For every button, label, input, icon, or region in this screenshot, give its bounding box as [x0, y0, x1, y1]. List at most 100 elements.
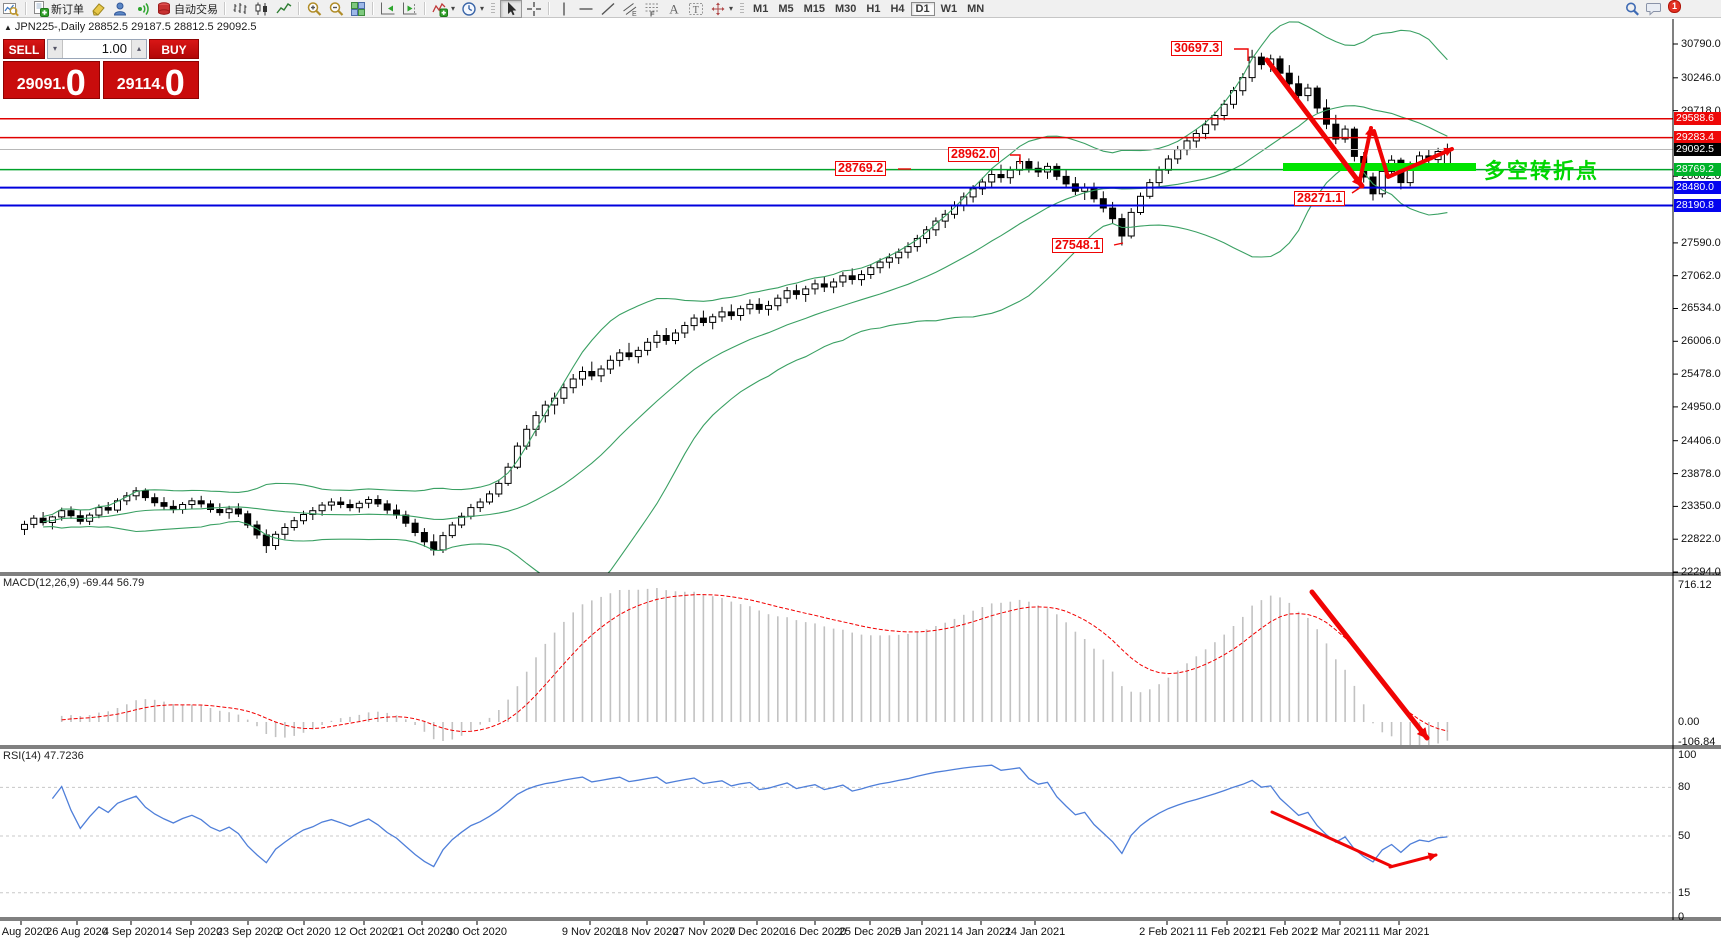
toolbar-bar-chart-button[interactable]	[230, 1, 250, 17]
toolbar-equidistant-channel-button[interactable]: E	[620, 1, 640, 17]
price-callout[interactable]: 30697.3	[1171, 41, 1223, 56]
price-callout[interactable]: 27548.1	[1052, 238, 1104, 253]
toolbar-text-button[interactable]: A	[664, 1, 684, 17]
toolbar-auto-scroll-button[interactable]	[378, 1, 398, 17]
toolbar-new-order-label: 新订单	[51, 3, 84, 16]
date-label: 27 Nov 2020	[672, 926, 736, 938]
date-label: 30 Oct 2020	[447, 926, 507, 938]
toolbar-eraser-button[interactable]	[88, 1, 108, 17]
date-label: 14 Jan 2021	[950, 926, 1012, 938]
toolbar-chat-button[interactable]	[1644, 1, 1664, 17]
dropdown-caret-icon[interactable]: ▾	[729, 4, 734, 13]
toolbar-search-button[interactable]	[1622, 1, 1642, 17]
macd-axis-label: 0.00	[1678, 716, 1700, 728]
toolbar-separator	[298, 2, 300, 15]
date-label: 18 Nov 2020	[615, 926, 679, 938]
buy-price-panel[interactable]: 29114. 0	[102, 61, 199, 104]
toolbar-horizontal-line-button[interactable]	[576, 1, 596, 17]
toolbar-separator	[424, 2, 426, 15]
price-axis-badge: 29588.6	[1674, 112, 1721, 125]
dropdown-caret-icon[interactable]: ▾	[480, 4, 485, 13]
zoom-out-icon	[328, 1, 344, 17]
toolbar-text-label-button[interactable]: T	[686, 1, 706, 17]
toolbar-indicators-button[interactable]: ▾	[430, 1, 457, 17]
toolbar-line-chart-button[interactable]	[274, 1, 294, 17]
collapse-quote-icon[interactable]: ▲	[4, 22, 12, 32]
price-axis-badge: 28480.0	[1674, 181, 1721, 194]
timeframe-M5-button[interactable]: M5	[778, 2, 794, 15]
toolbar-chart-shift-button[interactable]	[400, 1, 420, 17]
date-label: 24 Jan 2021	[1004, 926, 1066, 938]
one-click-trading-panel: SELL ▾ 1.00 ▴ BUY 29091. 0 29114. 0	[3, 39, 199, 104]
toolbar-drag-handle[interactable]	[491, 2, 496, 15]
drawn-red-arrows[interactable]	[1264, 57, 1454, 869]
toolbar-zoom-out-button[interactable]	[326, 1, 346, 17]
toolbar-crosshair-button[interactable]	[524, 1, 544, 17]
dropdown-caret-icon[interactable]: ▾	[451, 4, 456, 13]
toolbar-arrows-button[interactable]: ▾	[708, 1, 735, 17]
bar-chart-icon	[232, 1, 248, 17]
toolbar-new-order-button[interactable]: 新订单	[31, 0, 86, 17]
timeframe-MN-button[interactable]: MN	[967, 2, 985, 15]
timeframe-M30-button[interactable]: M30	[835, 2, 857, 15]
sell-price-panel[interactable]: 29091. 0	[3, 61, 100, 101]
toolbar-vertical-line-button[interactable]	[554, 1, 574, 17]
crosshair-icon	[526, 1, 542, 17]
price-axis-tick-label: 24950.0	[1681, 401, 1721, 413]
date-label: 14 Sep 2020	[159, 926, 223, 938]
toolbar-profiles-button[interactable]	[110, 1, 130, 17]
green-support-bar[interactable]	[1283, 163, 1476, 171]
buy-price-big-digit: 0	[164, 62, 185, 104]
price-axis-badge: 28769.2	[1674, 163, 1721, 176]
rsi-axis-label: 100	[1678, 749, 1697, 761]
toolbar-cursor-button[interactable]	[500, 0, 523, 18]
timeframe-D1-button[interactable]: D1	[910, 1, 935, 16]
price-callout[interactable]: 28962.0	[948, 147, 1000, 162]
date-label: 2 Mar 2021	[1312, 926, 1368, 938]
volume-decrease-button[interactable]: ▾	[48, 40, 63, 58]
chart-shift-icon	[402, 1, 418, 17]
rsi-axis-label: 0	[1678, 911, 1685, 923]
timeframe-H4-button[interactable]: H4	[890, 2, 905, 15]
chinese-annotation[interactable]: 多空转折点	[1484, 160, 1599, 183]
toolbar-drag-handle[interactable]	[740, 2, 745, 15]
buy-button[interactable]: BUY	[149, 39, 199, 59]
toolbar-autotrade-button[interactable]: 自动交易	[154, 1, 220, 17]
toolbar-right-group: 1	[1621, 0, 1721, 17]
macd-axis-label: 716.12	[1678, 579, 1712, 591]
toolbar-notifications-button[interactable]	[132, 1, 152, 17]
search-icon	[1624, 1, 1640, 17]
timeframe-M1-button[interactable]: M1	[753, 2, 769, 15]
price-axis-tick-label: 30246.0	[1681, 72, 1721, 84]
callout-connectors	[898, 48, 1362, 246]
price-callout[interactable]: 28271.1	[1294, 191, 1346, 206]
toolbar-fibonacci-button[interactable]: F	[642, 1, 662, 17]
volume-increase-button[interactable]: ▴	[131, 40, 146, 58]
rsi-line	[51, 764, 1448, 868]
sell-button[interactable]: SELL	[3, 39, 45, 59]
timeframe-M15-button[interactable]: M15	[803, 2, 826, 15]
toolbar-trendline-button[interactable]	[598, 1, 618, 17]
date-label: 11 Feb 2021	[1196, 926, 1258, 938]
timeframe-H1-button[interactable]: H1	[866, 2, 881, 15]
price-callout[interactable]: 28769.2	[835, 161, 887, 176]
macd-histogram	[60, 588, 1449, 745]
vertical-line-icon	[556, 1, 572, 17]
date-label: 23 Sep 2020	[216, 926, 280, 938]
volume-input[interactable]: 1.00	[101, 41, 127, 56]
toolbar-zoom-in-button[interactable]	[304, 1, 324, 17]
date-label: 9 Nov 2020	[561, 926, 619, 938]
toolbar-autotrade-label: 自动交易	[174, 3, 218, 16]
toolbar-periods-button[interactable]: ▾	[459, 1, 486, 17]
price-axis-badge: 29092.5	[1674, 143, 1721, 156]
timeframe-W1-button[interactable]: W1	[940, 2, 958, 15]
line-chart-icon	[276, 1, 292, 17]
rsi-axis-label: 15	[1678, 887, 1691, 899]
toolbar-candlestick-chart-button[interactable]	[252, 1, 272, 17]
toolbar-chart-preview-button[interactable]	[1, 1, 21, 17]
toolbar-tile-windows-button[interactable]	[348, 1, 368, 17]
date-label: 25 Dec 2020	[838, 926, 902, 938]
auto-scroll-icon	[380, 1, 396, 17]
